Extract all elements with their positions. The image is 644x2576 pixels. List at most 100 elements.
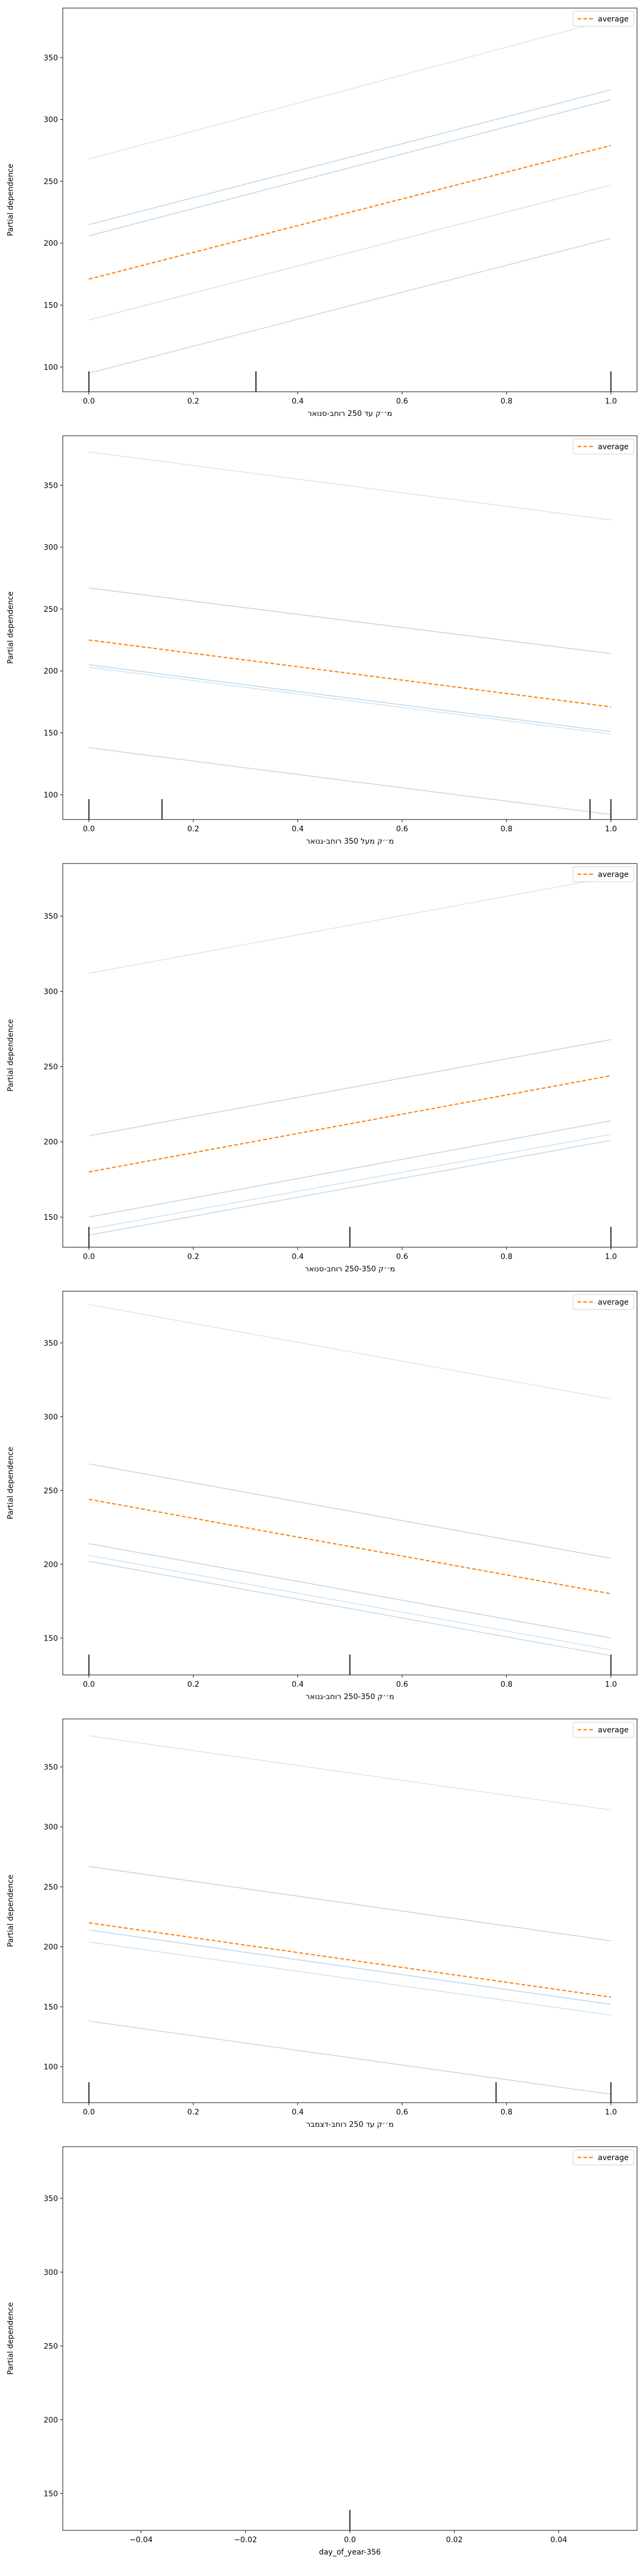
y-tick-label: 250 [43, 1063, 58, 1072]
y-tick-label: 300 [43, 2268, 58, 2277]
ice-line [89, 89, 611, 225]
x-tick-label: −0.02 [234, 2536, 257, 2544]
legend-average-label: average [598, 15, 628, 24]
legend-average-label: average [598, 443, 628, 451]
y-tick-label: 250 [43, 178, 58, 186]
y-axis-label: Partial dependence [6, 591, 15, 664]
y-tick-label: 100 [43, 2063, 58, 2072]
y-tick-label: 200 [43, 239, 58, 248]
x-tick-label: 0.8 [501, 1680, 513, 1689]
x-tick-label: 0.0 [83, 825, 95, 833]
x-tick-label: 1.0 [605, 2108, 617, 2117]
x-axis-label: מ׳׳ק 250-350 רוחב-סנואר [305, 1265, 395, 1274]
ice-line [89, 1929, 611, 2005]
ice-line [89, 1866, 611, 1942]
ice-line [89, 99, 611, 237]
ice-line [89, 664, 611, 733]
y-tick-label: 150 [43, 2490, 58, 2498]
y-tick-label: 350 [43, 1339, 58, 1348]
ice-line [89, 18, 611, 160]
legend-average-label: average [598, 1726, 628, 1735]
ice-line [89, 1555, 611, 1651]
ice-line [89, 667, 611, 735]
ice-line [89, 1304, 611, 1400]
y-tick-label: 250 [43, 605, 58, 614]
legend-average-label: average [598, 870, 628, 879]
y-tick-label: 300 [43, 116, 58, 125]
y-tick-label: 200 [43, 1943, 58, 1952]
x-tick-label: 0.0 [83, 1680, 95, 1689]
legend-average-label: average [598, 1298, 628, 1307]
axes-frame [62, 1291, 638, 1675]
axes-frame [62, 1718, 638, 2103]
x-axis-label: מ׳׳ק עד 250 רוחב-דצמבר [306, 2120, 393, 2129]
y-tick-label: 250 [43, 1487, 58, 1495]
x-tick-label: 0.8 [501, 825, 513, 833]
y-tick-label: 150 [43, 2003, 58, 2011]
x-tick-label: 0.8 [501, 2108, 513, 2117]
legend-box [573, 11, 634, 27]
x-tick-label: 1.0 [605, 1253, 617, 1261]
ice-line [89, 1140, 611, 1236]
y-tick-label: 250 [43, 1883, 58, 1892]
ice-line [89, 451, 611, 521]
x-tick-label: 1.0 [605, 825, 617, 833]
y-tick-label: 350 [43, 1763, 58, 1772]
x-tick-label: 0.6 [396, 1680, 408, 1689]
x-tick-label: 0.2 [187, 825, 199, 833]
x-axis-label: מ׳׳ק מעל 350 רוחב-גנואר [306, 837, 394, 846]
legend-box [573, 438, 634, 455]
y-tick-label: 200 [43, 1561, 58, 1569]
ice-line [89, 1463, 611, 1559]
ice-line [89, 1133, 611, 1230]
average-line [89, 144, 611, 280]
ice-line [89, 1120, 611, 1218]
ice-line [89, 747, 611, 815]
axes-frame [62, 8, 638, 392]
x-tick-label: 0.04 [551, 2536, 567, 2544]
ice-line [89, 1735, 611, 1811]
x-tick-label: 0.2 [187, 397, 199, 406]
ice-line [89, 1561, 611, 1657]
chart-panel-5: 100 150 200 250 300 350 0.0 0.2 0.4 0.6 0.8 1.0 מ׳׳ק… [6, 1718, 638, 2129]
ice-line [89, 1543, 611, 1639]
y-tick-label: 200 [43, 2416, 58, 2425]
y-tick-label: 200 [43, 1138, 58, 1147]
ice-line [89, 1039, 611, 1137]
y-tick-label: 100 [43, 791, 58, 800]
x-tick-label: 0.2 [187, 1253, 199, 1261]
x-tick-label: −0.04 [129, 2536, 152, 2544]
axes-frame [62, 863, 638, 1248]
legend-box [573, 866, 634, 882]
y-tick-label: 150 [43, 302, 58, 310]
x-axis-label: מ׳׳ק עד 250 רוחב-סנואר [308, 409, 392, 418]
average-line [89, 639, 611, 708]
ice-line [89, 185, 611, 321]
x-tick-label: 1.0 [605, 397, 617, 406]
ice-line [89, 238, 611, 374]
legend-box [573, 1294, 634, 1310]
ice-line [89, 587, 611, 654]
y-axis-label: Partial dependence [6, 1875, 15, 1947]
ice-line [89, 1941, 611, 2016]
y-tick-label: 350 [43, 481, 58, 490]
x-tick-label: 1.0 [605, 1680, 617, 1689]
y-tick-label: 100 [43, 363, 58, 372]
y-tick-label: 250 [43, 2342, 58, 2351]
chart-panel-6: 150 200 250 300 350 −0.04 −0.02 0.0 0.02 0.04 day_… [6, 2146, 638, 2557]
x-tick-label: 0.6 [396, 2108, 408, 2117]
axes-frame [62, 435, 638, 820]
x-tick-label: 0.0 [83, 397, 95, 406]
x-tick-label: 0.02 [446, 2536, 463, 2544]
y-tick-label: 150 [43, 729, 58, 738]
ice-line [89, 2021, 611, 2095]
y-tick-label: 350 [43, 2194, 58, 2203]
x-tick-label: 0.6 [396, 397, 408, 406]
x-tick-label: 0.4 [292, 825, 304, 833]
y-tick-label: 350 [43, 54, 58, 62]
y-tick-label: 350 [43, 912, 58, 921]
y-axis-label: Partial dependence [6, 1019, 15, 1092]
chart-panel-4: 150 200 250 300 350 0.0 0.2 0.4 0.6 0.8 1.0 מ׳׳ק 25… [6, 1291, 638, 1701]
